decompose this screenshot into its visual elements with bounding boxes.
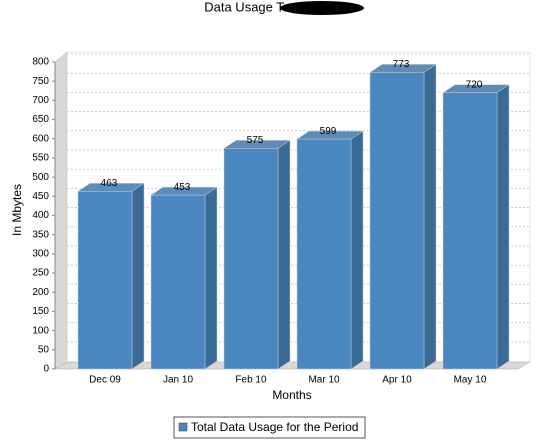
y-tick-label: 100	[32, 325, 49, 336]
x-tick-label: Feb 10	[235, 375, 267, 386]
value-label: 575	[247, 135, 264, 146]
y-tick-label: 450	[32, 191, 49, 202]
redaction	[280, 1, 364, 15]
value-label: 599	[320, 126, 337, 137]
y-axis-label: In Mbytes	[10, 184, 24, 236]
chart-title: Data Usage Trend	[204, 0, 310, 14]
bar-side	[350, 130, 364, 370]
y-tick-label: 150	[32, 306, 49, 317]
bar-side	[423, 63, 437, 370]
value-label: 773	[393, 59, 410, 70]
y-tick-label: 300	[32, 249, 49, 260]
y-tick-label: 250	[32, 268, 49, 279]
bar	[150, 194, 206, 370]
x-tick-label: Jan 10	[163, 375, 193, 386]
x-tick-label: Mar 10	[308, 375, 340, 386]
bar	[369, 72, 425, 370]
x-tick-label: May 10	[454, 375, 487, 386]
value-label: 463	[101, 178, 118, 189]
x-tick-label: Apr 10	[382, 375, 412, 386]
y-tick-label: 800	[32, 57, 49, 68]
bar-side	[277, 139, 291, 370]
x-axis-label: Months	[272, 388, 311, 402]
x-tick-label: Dec 09	[89, 375, 121, 386]
bar	[442, 92, 498, 370]
value-label: 453	[174, 182, 191, 193]
y-tick-label: 750	[32, 76, 49, 87]
y-tick-label: 500	[32, 172, 49, 183]
side-wall	[54, 51, 68, 370]
legend-box	[173, 416, 366, 439]
legend: Total Data Usage for the Period	[173, 416, 366, 439]
bar-side	[204, 186, 218, 370]
bar	[296, 138, 352, 370]
bar-side	[131, 182, 145, 370]
bar	[77, 191, 133, 370]
y-tick-label: 350	[32, 229, 49, 240]
y-tick-label: 650	[32, 114, 49, 125]
y-tick-label: 400	[32, 210, 49, 221]
y-tick-label: 200	[32, 287, 49, 298]
bar	[223, 148, 279, 370]
y-tick-label: 550	[32, 153, 49, 164]
value-label: 720	[466, 79, 483, 90]
y-tick-label: 700	[32, 95, 49, 106]
y-tick-label: 600	[32, 133, 49, 144]
legend-swatch	[178, 422, 188, 432]
y-tick-label: 0	[43, 364, 49, 375]
bar-side	[496, 84, 510, 370]
y-tick-label: 50	[38, 344, 50, 355]
legend-label: Total Data Usage for the Period	[191, 420, 358, 434]
